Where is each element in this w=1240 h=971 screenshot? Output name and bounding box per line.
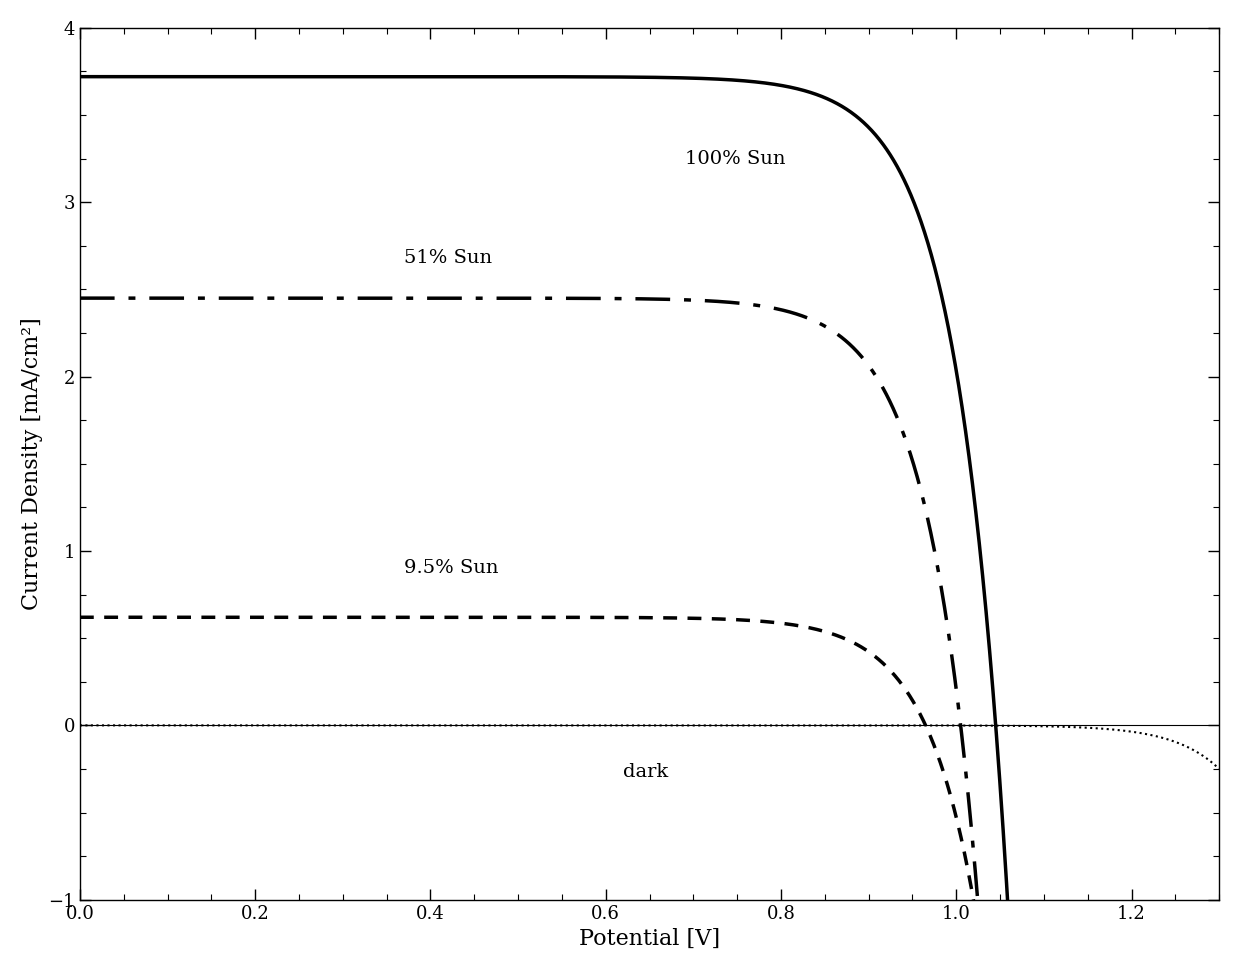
Text: 100% Sun: 100% Sun: [684, 150, 785, 168]
Text: 9.5% Sun: 9.5% Sun: [404, 559, 498, 578]
Y-axis label: Current Density [mA/cm²]: Current Density [mA/cm²]: [21, 318, 43, 610]
X-axis label: Potential [V]: Potential [V]: [579, 928, 720, 951]
Text: 51% Sun: 51% Sun: [404, 249, 492, 267]
Text: dark: dark: [624, 763, 668, 782]
